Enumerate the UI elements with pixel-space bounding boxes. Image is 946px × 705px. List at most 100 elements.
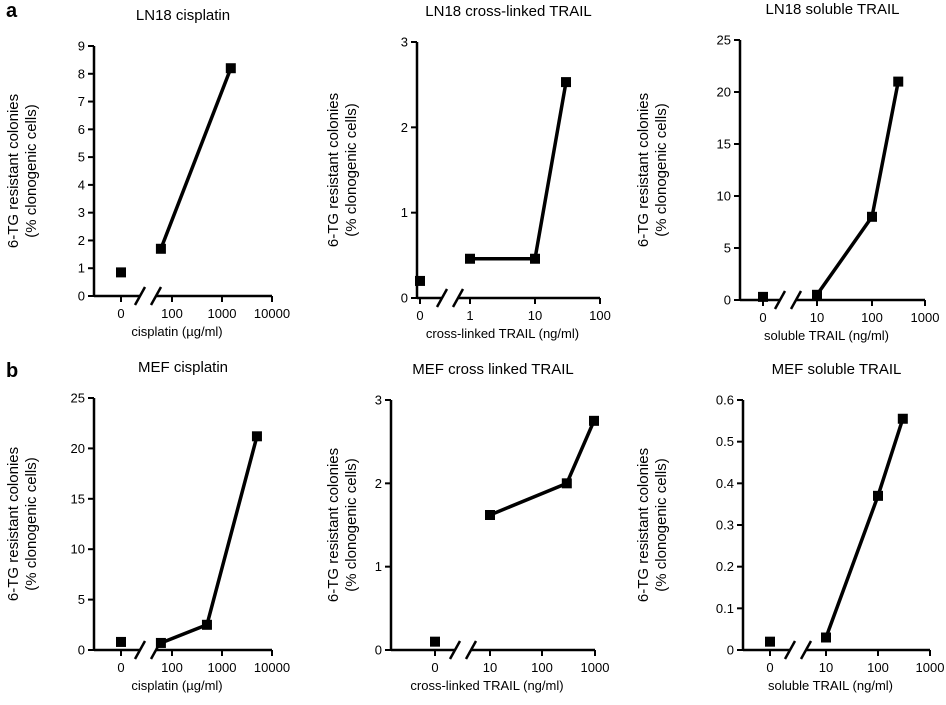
data-point [873, 490, 883, 501]
y-axis-label-line2: (% clonogenic cells) [343, 458, 360, 591]
data-point [821, 632, 831, 643]
y-tick-label: 3 [401, 35, 408, 50]
series-line [815, 81, 900, 296]
x-tick-label: 0 [766, 660, 773, 675]
axis-break-mark [133, 640, 147, 660]
y-tick-label: 0 [727, 643, 734, 658]
y-tick-label: 6 [78, 122, 85, 137]
x-axis-label: soluble TRAIL (ng/ml) [768, 678, 893, 693]
chart-title: LN18 soluble TRAIL [766, 1, 900, 18]
data-point [561, 77, 572, 88]
y-axis-label-line2: (% clonogenic cells) [653, 103, 670, 236]
y-axis-label-line2: (% clonogenic cells) [653, 458, 670, 591]
data-point-zero [430, 636, 440, 647]
y-tick-label: 0 [78, 289, 85, 304]
data-point-zero [758, 291, 768, 302]
y-tick-label: 4 [78, 177, 85, 192]
y-tick-label: 25 [717, 33, 731, 48]
y-axis-label-line1: 6-TG resistant colonies [635, 93, 652, 247]
data-point [530, 253, 540, 264]
y-axis-label-line2: (% clonogenic cells) [23, 104, 40, 237]
y-tick-label: 0.4 [716, 476, 734, 491]
y-axis-label-line2: (% clonogenic cells) [343, 103, 360, 236]
chart-ln18-crosslinked-trail: LN18 cross-linked TRAIL 6-TG resistant co… [325, 3, 611, 341]
x-tick-label: 10000 [254, 660, 290, 675]
data-point-zero [415, 275, 425, 286]
x-tick-label: 0 [759, 310, 766, 325]
x-tick-label: 0 [431, 660, 438, 675]
series-line [160, 435, 259, 645]
x-tick-label: 10 [819, 660, 833, 675]
chart-title: MEF cisplatin [138, 359, 228, 376]
chart-title: MEF cross linked TRAIL [412, 361, 573, 378]
y-tick-label: 10 [71, 542, 85, 557]
y-tick-label: 0 [401, 291, 408, 306]
y-axis-label-line1: 6-TG resistant colonies [5, 94, 22, 248]
y-tick-label: 15 [717, 137, 731, 152]
series-line [159, 67, 233, 250]
y-tick-label: 25 [71, 391, 85, 406]
y-axis-label-line1: 6-TG resistant colonies [5, 447, 22, 601]
axis-break-mark [435, 288, 449, 308]
data-point [465, 253, 475, 264]
x-axis-label: cisplatin (µg/ml) [131, 678, 222, 693]
y-tick-label: 0.3 [716, 518, 734, 533]
y-axis-label-line1: 6-TG resistant colonies [325, 448, 342, 602]
y-tick-label: 1 [78, 261, 85, 276]
x-tick-label: 0 [416, 308, 423, 323]
y-tick-label: 1 [401, 205, 408, 220]
data-point-zero [765, 636, 775, 647]
x-tick-label: 0 [117, 660, 124, 675]
x-tick-label: 1 [466, 308, 473, 323]
x-tick-label: 1000 [911, 310, 940, 325]
x-tick-label: 100 [161, 660, 183, 675]
data-point [251, 431, 262, 442]
y-tick-label: 0 [78, 643, 85, 658]
y-tick-label: 3 [78, 205, 85, 220]
x-tick-label: 1000 [208, 306, 237, 321]
axis-break-mark [133, 286, 147, 306]
y-tick-label: 0 [375, 643, 382, 658]
y-axis-label-line1: 6-TG resistant colonies [325, 93, 342, 247]
x-axis-label: soluble TRAIL (ng/ml) [764, 328, 889, 343]
data-point [893, 76, 904, 87]
y-tick-label: 0.6 [716, 393, 734, 408]
y-tick-label: 9 [78, 39, 85, 54]
x-axis-label: cisplatin (µg/ml) [131, 324, 222, 339]
y-tick-label: 20 [717, 85, 731, 100]
x-tick-label: 10 [483, 660, 497, 675]
x-tick-label: 0 [117, 306, 124, 321]
y-tick-label: 5 [78, 592, 85, 607]
series-line [824, 418, 905, 639]
axis-break-mark [783, 640, 797, 660]
y-tick-label: 2 [78, 233, 85, 248]
y-tick-label: 2 [375, 476, 382, 491]
y-tick-label: 0 [724, 293, 731, 308]
axis-break-mark [464, 640, 478, 660]
x-tick-label: 1000 [581, 660, 610, 675]
y-tick-label: 15 [71, 491, 85, 506]
y-tick-label: 5 [78, 150, 85, 165]
x-tick-label: 10000 [254, 306, 290, 321]
data-point [155, 637, 166, 648]
axis-break-mark [799, 640, 813, 660]
x-tick-label: 100 [161, 306, 183, 321]
y-tick-label: 20 [71, 441, 85, 456]
x-tick-label: 1000 [208, 660, 237, 675]
series-line [489, 420, 596, 517]
axis-break-mark [448, 640, 462, 660]
series-line [470, 81, 568, 261]
chart-mef-crosslinked-trail: MEF cross linked TRAIL 6-TG resistant col… [325, 361, 610, 693]
x-tick-label: 100 [589, 308, 611, 323]
axis-break-mark [149, 286, 163, 306]
x-axis-label: cross-linked TRAIL (ng/ml) [410, 678, 563, 693]
chart-title: MEF soluble TRAIL [772, 361, 902, 378]
x-tick-label: 10 [528, 308, 542, 323]
chart-mef-cisplatin: MEF cisplatin 6-TG resistant colonies (% c… [5, 359, 290, 693]
y-axis-label-line1: 6-TG resistant colonies [635, 448, 652, 602]
x-tick-label: 100 [861, 310, 883, 325]
x-tick-label: 10 [810, 310, 824, 325]
data-point [867, 211, 877, 222]
chart-mef-soluble-trail: MEF soluble TRAIL 6-TG resistant colonies… [635, 361, 944, 693]
y-tick-label: 2 [401, 120, 408, 135]
